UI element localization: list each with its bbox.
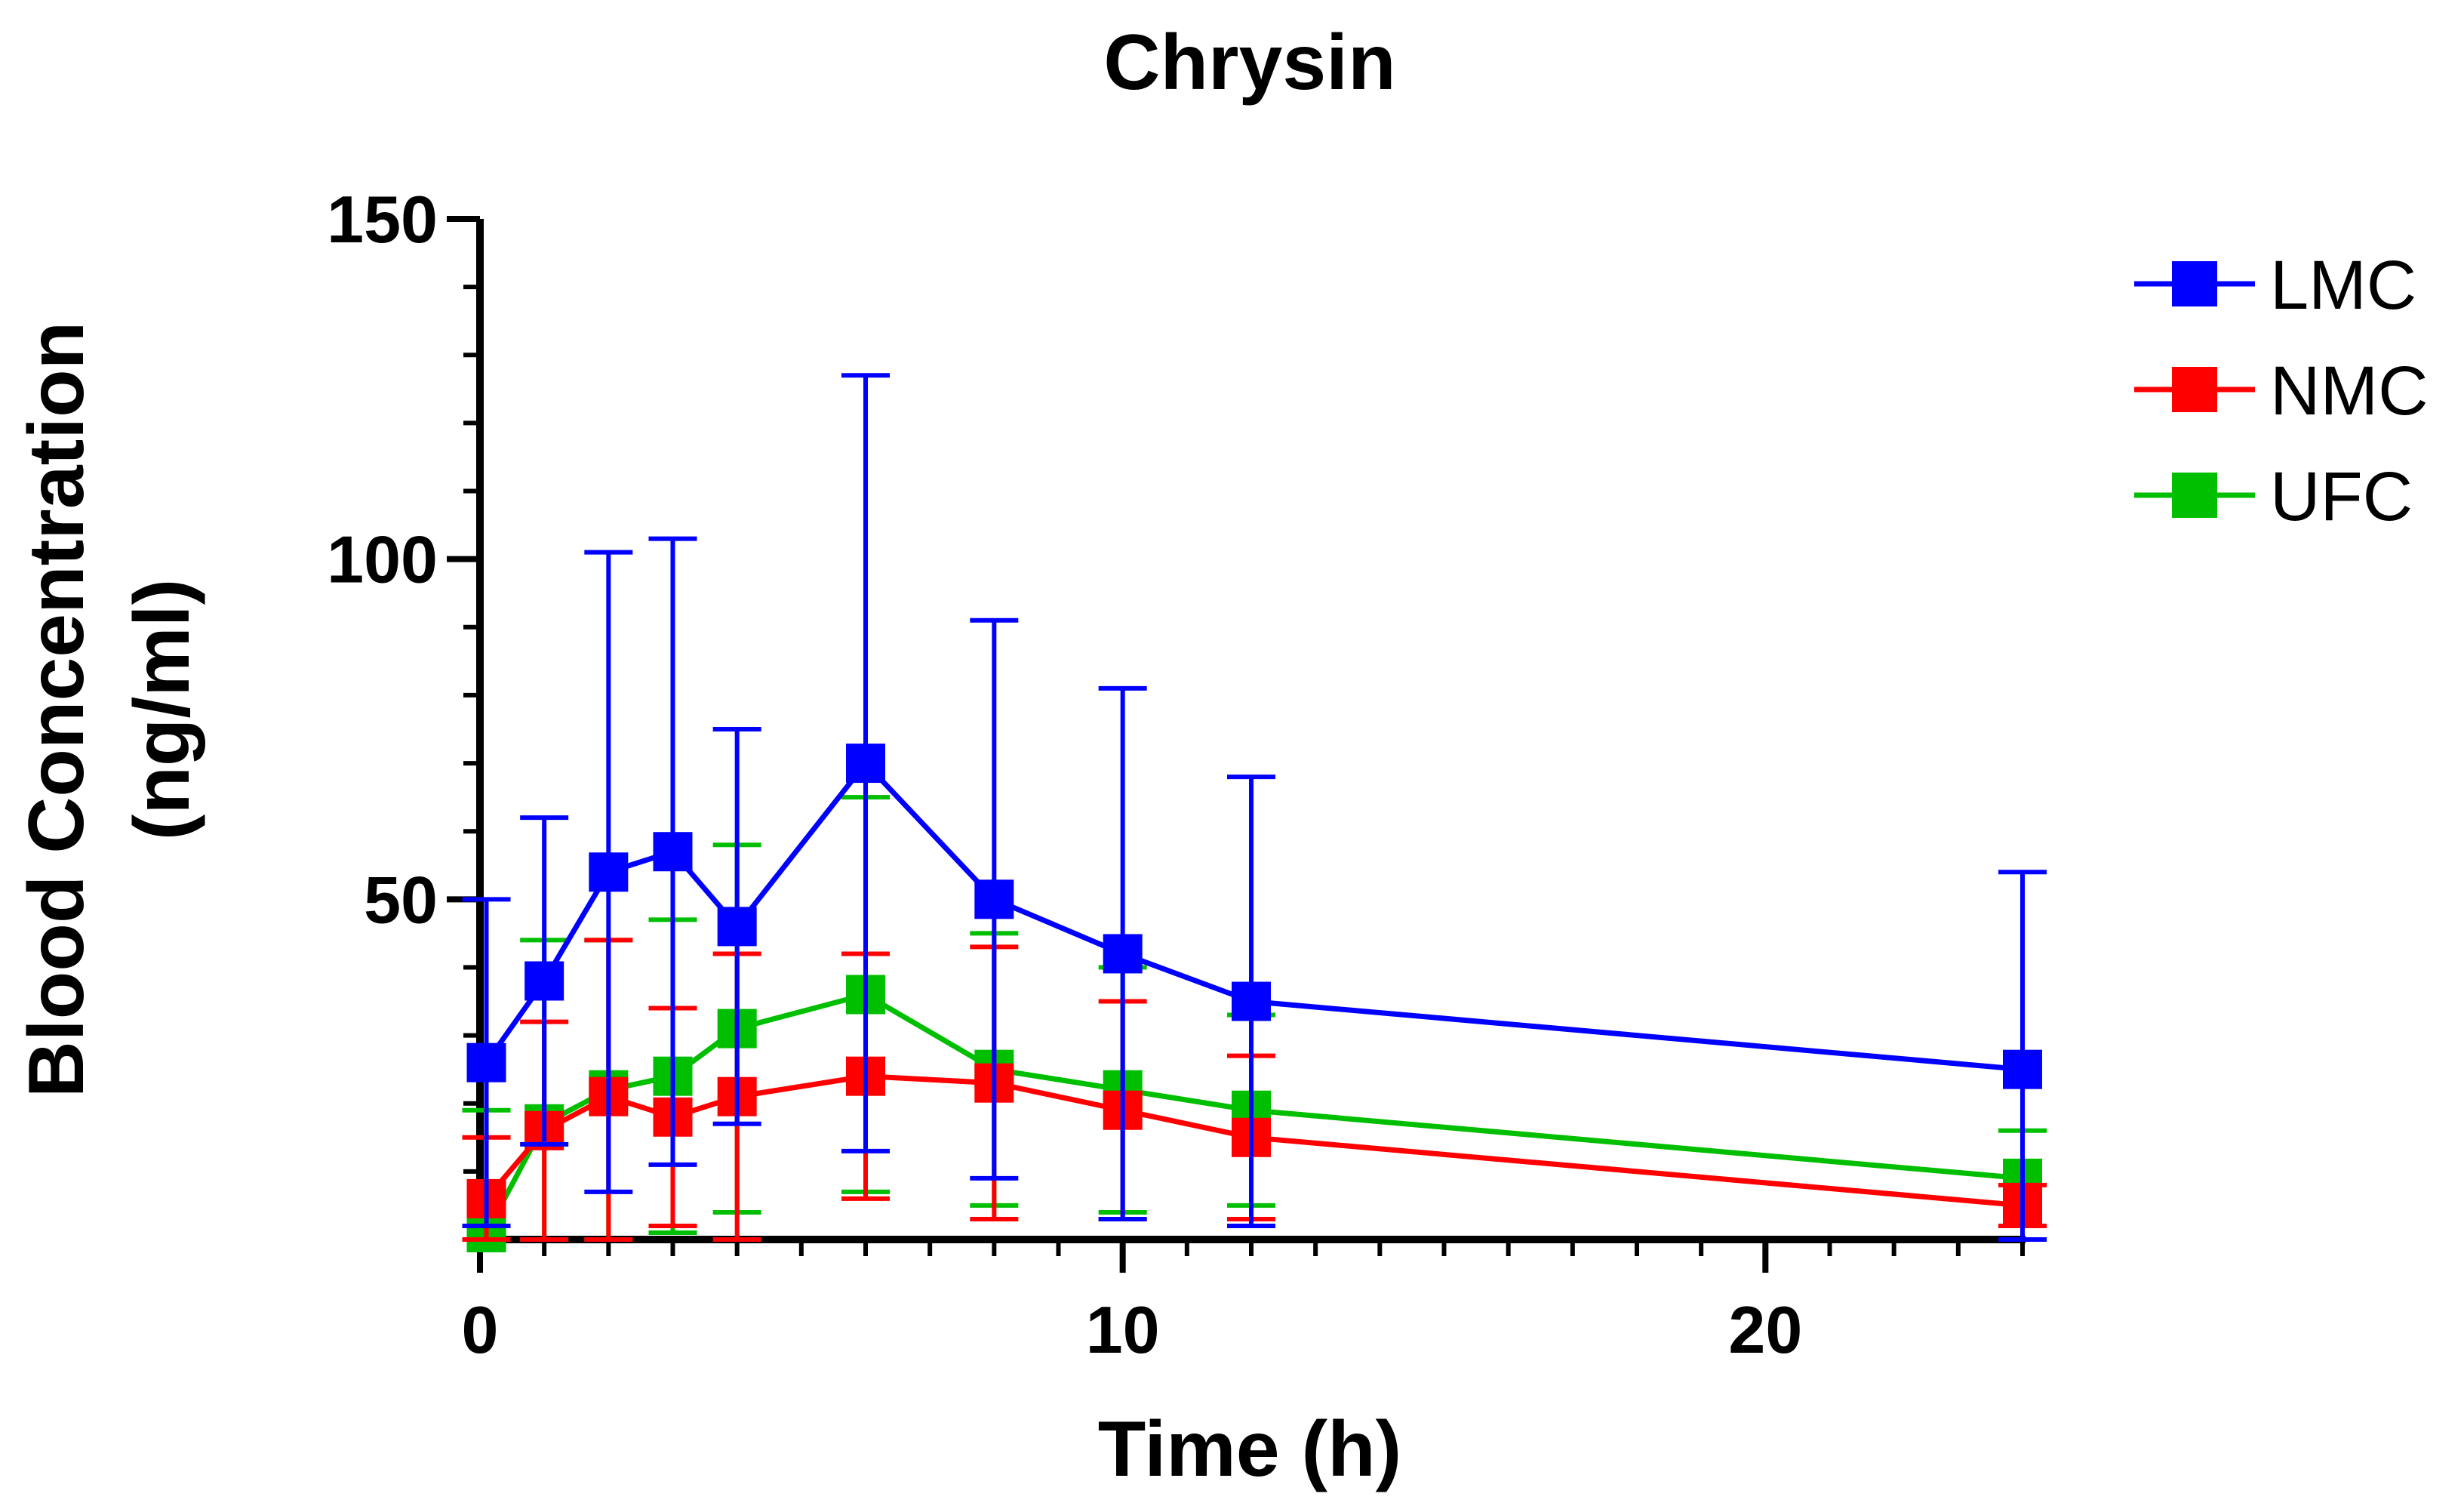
legend: LMC NMC UFC	[2134, 247, 2429, 535]
data-point	[1103, 934, 1143, 974]
legend-label: UFC	[2270, 458, 2413, 535]
data-point	[1232, 981, 1271, 1021]
x-tick-label: 20	[1728, 1292, 1802, 1367]
data-point	[974, 879, 1014, 919]
y-tick-label: 100	[327, 522, 438, 597]
y-axis-title-line2: (ng/ml)	[118, 579, 206, 841]
legend-item-nmc: NMC	[2134, 353, 2429, 430]
x-axis-title: Time (h)	[1098, 1406, 1402, 1493]
chart-title: Chrysin	[1103, 19, 1395, 106]
series-line	[484, 1073, 2023, 1209]
data-point	[653, 832, 693, 872]
data-point	[466, 1042, 506, 1082]
data-point	[2003, 1049, 2042, 1089]
series-line	[484, 991, 2023, 1234]
legend-label: LMC	[2270, 247, 2416, 324]
series-line	[484, 759, 2023, 1073]
legend-marker	[2172, 367, 2217, 412]
y-axis-title-line1: Blood Concentration	[13, 322, 100, 1098]
legend-marker	[2172, 473, 2217, 518]
legend-marker	[2172, 261, 2217, 306]
legend-item-ufc: UFC	[2134, 458, 2413, 535]
legend-item-lmc: LMC	[2134, 247, 2416, 324]
y-tick-label: 150	[327, 182, 438, 257]
y-tick-label: 50	[364, 862, 438, 937]
axes: 50 100 150 0 10 20	[327, 182, 2026, 1367]
y-axis-title: Blood Concentration (ng/ml)	[13, 322, 206, 1098]
series-lmc	[462, 373, 2047, 1242]
x-tick-label: 0	[462, 1292, 499, 1367]
data-point	[589, 852, 629, 892]
x-tick-label: 10	[1086, 1292, 1160, 1367]
data-point	[846, 744, 885, 784]
series-layer	[462, 373, 2047, 1252]
data-point	[717, 907, 757, 947]
legend-label: NMC	[2270, 353, 2429, 430]
data-point	[524, 961, 564, 1001]
